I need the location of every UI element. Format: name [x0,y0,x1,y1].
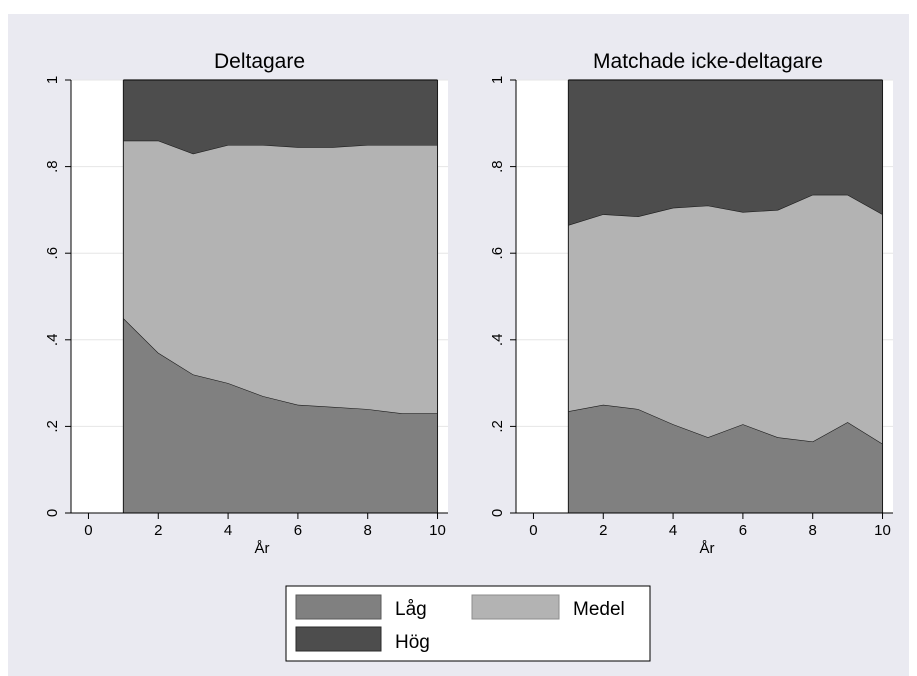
legend-swatch-hog [295,626,382,652]
legend-label-hog: Hög [395,632,430,653]
x-tick-label: 10 [874,522,891,539]
x-tick-label: 2 [154,522,162,539]
y-tick-label: .8 [44,160,61,173]
y-tick-label: .8 [489,160,506,173]
chart-title: Deltagare [214,50,305,73]
y-tick-label: 1 [44,76,61,84]
legend-label-lag: Låg [395,599,427,620]
legend-swatch-medel [471,594,560,620]
x-tick-label: 2 [599,522,607,539]
x-tick-label: 4 [224,522,232,539]
x-tick-label: 8 [809,522,817,539]
tick-marks: 0 2 4 6 8 10 0 .2 .4 .6 .8 1 [489,76,891,539]
area-hog [123,80,438,154]
y-tick-label: 0 [44,509,61,517]
legend-swatch-lag [295,594,382,620]
area-hog [568,80,883,226]
y-tick-label: .4 [44,334,61,347]
y-tick-label: 1 [489,76,506,84]
y-tick-label: 0 [489,509,506,517]
y-tick-label: .6 [44,247,61,260]
x-tick-label: 10 [429,522,446,539]
x-axis-label: År [255,540,270,557]
x-tick-label: 6 [739,522,747,539]
x-tick-label: 0 [84,522,92,539]
x-axis-label: År [700,540,715,557]
legend-label-medel: Medel [573,599,625,620]
area-medel [568,194,883,444]
x-tick-label: 6 [294,522,302,539]
axes [70,80,448,514]
x-tick-label: 4 [669,522,677,539]
chart-title: Matchade icke-deltagare [593,50,823,73]
chart-panel-deltagare: 0 2 4 6 8 10 0 .2 .4 .6 .8 1 Deltagare År [44,50,448,557]
chart-panel-matchade-icke-deltagare: 0 2 4 6 8 10 0 .2 .4 .6 .8 1 Matchade icke-deltagar… [489,50,893,557]
area-layers [122,79,439,513]
axes [515,80,893,514]
x-tick-label: 0 [529,522,537,539]
tick-marks: 0 2 4 6 8 10 0 .2 .4 .6 .8 1 [44,76,446,539]
area-medel [123,140,438,414]
y-tick-label: .2 [489,420,506,433]
area-lag [568,404,883,513]
y-tick-label: .2 [44,420,61,433]
x-tick-label: 8 [364,522,372,539]
area-lag [123,318,438,513]
legend: Låg Medel Hög [285,585,651,662]
area-layers [567,79,884,513]
y-tick-label: .4 [489,334,506,347]
y-tick-label: .6 [489,247,506,260]
